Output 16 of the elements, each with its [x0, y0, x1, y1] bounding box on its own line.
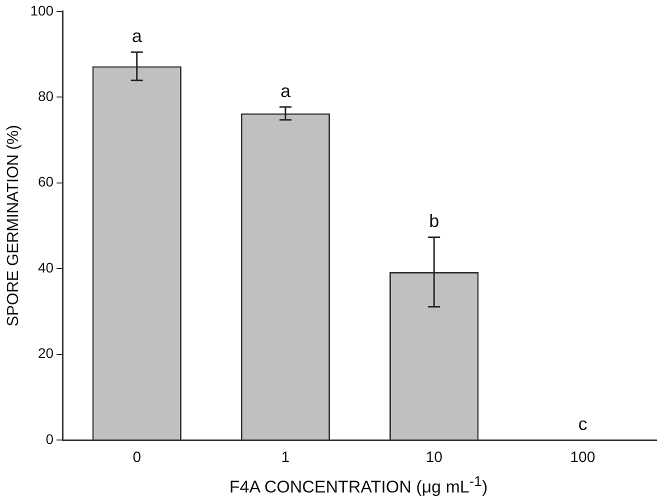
x-tick-label: 0: [132, 449, 142, 466]
annotation: c: [578, 414, 588, 434]
y-tick-label: 20: [38, 345, 54, 362]
y-tick-label: 100: [30, 2, 54, 18]
x-tick-label: 100: [570, 449, 596, 466]
y-tick-label: 40: [38, 259, 54, 276]
x-tick-label: 10: [426, 449, 442, 466]
annotation: a: [132, 26, 143, 46]
y-axis-title: SPORE GERMINATION (%): [5, 124, 22, 326]
y-tick-label: 80: [38, 88, 54, 104]
annotation: a: [280, 80, 292, 101]
annotation: b: [429, 211, 440, 232]
y-tick-label: 60: [38, 174, 54, 190]
x-axis-title: F4A CONCENTRATION (μg mL$^{-1}$): [228, 474, 489, 498]
y-tick-label: 0: [46, 430, 54, 447]
x-tick-label: 1: [281, 449, 290, 466]
